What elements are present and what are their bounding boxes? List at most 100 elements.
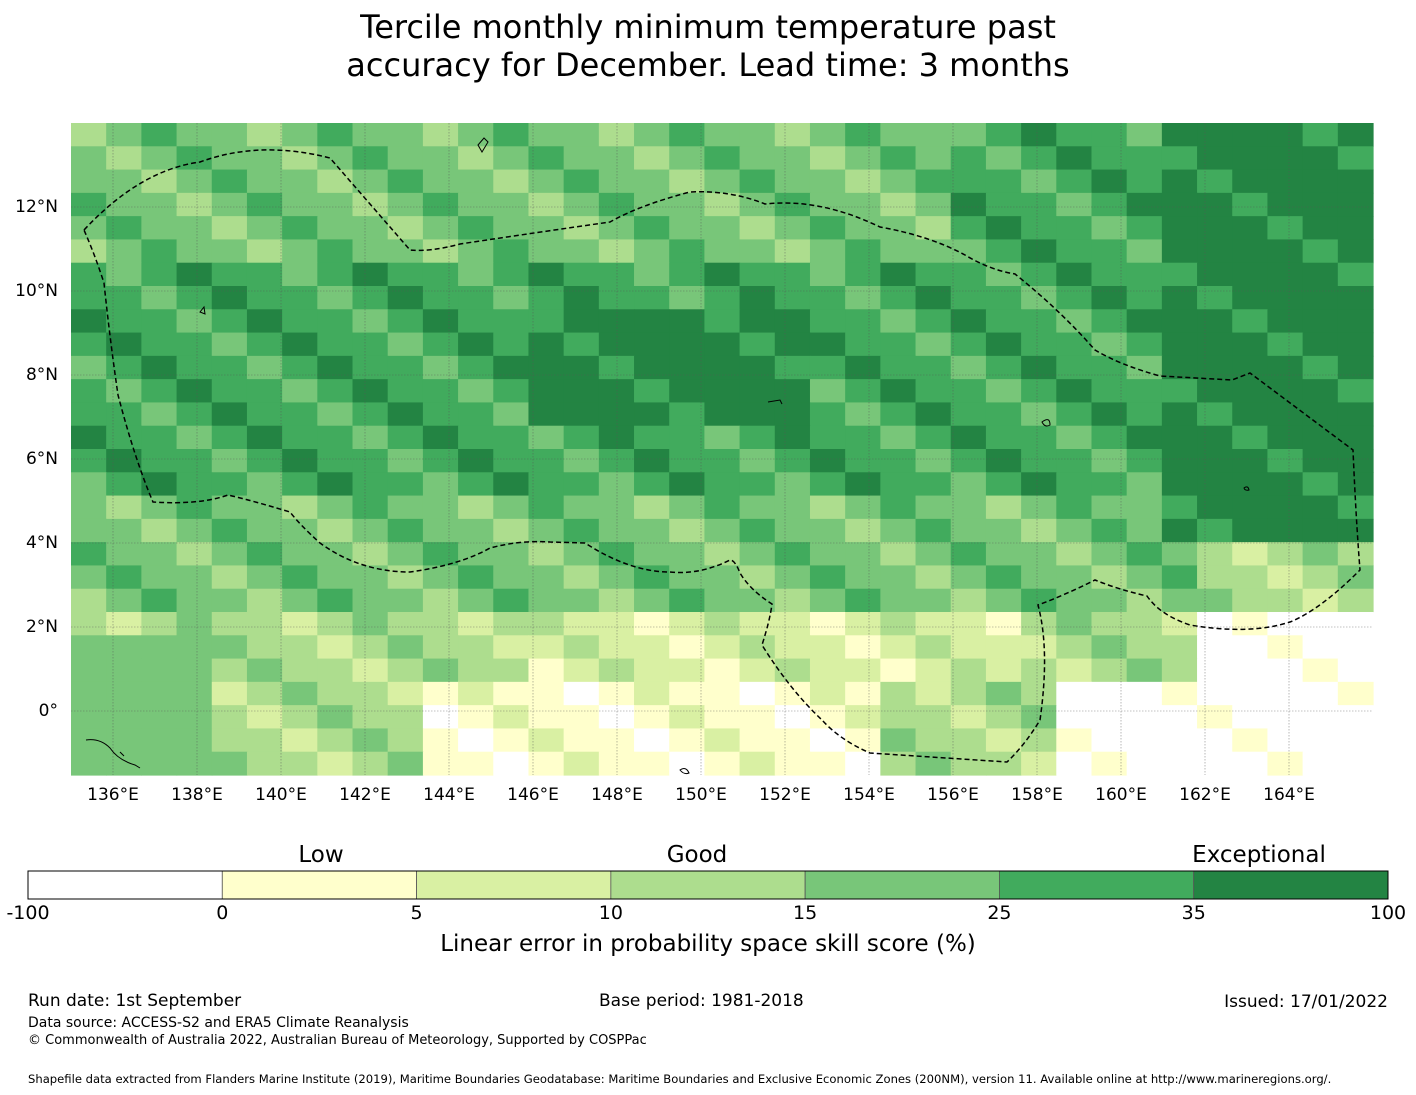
skill-cell	[1337, 332, 1374, 357]
skill-cell	[563, 309, 600, 334]
skill-cell	[176, 355, 213, 380]
island-outlines	[85, 137, 1250, 775]
skill-cell	[1197, 309, 1233, 334]
skill-cell	[528, 123, 565, 147]
skill-cell	[71, 542, 107, 567]
skill-cell	[1197, 169, 1233, 194]
skill-cell	[563, 239, 600, 264]
skill-cell	[493, 286, 530, 310]
y-tick-label: 10°N	[15, 281, 58, 301]
skill-cell	[950, 425, 987, 450]
skill-cell	[1056, 681, 1093, 706]
skill-cell	[1337, 146, 1374, 171]
skill-cell	[985, 123, 1022, 147]
skill-cell	[246, 355, 283, 380]
skill-cell	[352, 751, 389, 776]
skill-cell	[71, 216, 107, 241]
skill-cell	[880, 146, 917, 171]
skill-cell	[528, 612, 565, 636]
colorbar-swatch	[1193, 870, 1389, 900]
skill-cell	[774, 728, 811, 753]
skill-cell	[915, 518, 952, 543]
skill-cell	[1056, 588, 1093, 613]
skill-cell	[880, 239, 917, 264]
skill-cell	[422, 635, 459, 660]
skill-cell	[106, 518, 142, 543]
skill-cell	[739, 332, 776, 357]
skill-cell	[1302, 123, 1339, 147]
skill-cell	[774, 449, 811, 473]
skill-cell	[1337, 239, 1374, 264]
issued-date: Issued: 17/01/2022	[1224, 992, 1388, 1012]
skill-cell	[422, 681, 459, 706]
skill-cell	[1091, 612, 1128, 636]
skill-cell	[246, 542, 283, 567]
skill-cell	[845, 286, 881, 310]
skill-cell	[352, 216, 389, 241]
skill-grid-cells	[71, 123, 1374, 776]
island-guam	[477, 137, 489, 153]
skill-cell	[141, 751, 178, 776]
skill-cell	[493, 123, 530, 147]
skill-cell	[809, 286, 846, 310]
skill-cell	[352, 658, 389, 683]
skill-cell	[634, 518, 670, 543]
skill-cell	[1056, 379, 1093, 404]
skill-cell	[246, 123, 283, 147]
x-tick-label: 158°E	[1011, 785, 1063, 805]
skill-cell	[985, 169, 1022, 194]
skill-cell	[211, 588, 248, 613]
skill-cell	[71, 635, 107, 660]
skill-cell	[422, 751, 459, 776]
skill-cell	[774, 612, 811, 636]
skill-cell	[809, 681, 846, 706]
skill-cell	[1091, 542, 1128, 567]
skill-cell	[422, 262, 459, 287]
skill-cell	[809, 612, 846, 636]
skill-cell	[880, 705, 917, 730]
skill-cell	[1337, 518, 1374, 543]
chart-title-line-1: Tercile monthly minimum temperature past	[360, 8, 1056, 46]
skill-cell	[704, 495, 741, 520]
skill-cell	[774, 658, 811, 683]
skill-cell	[1091, 449, 1128, 473]
skill-cell	[950, 402, 987, 427]
skill-cell	[1337, 355, 1374, 380]
skill-cell	[1267, 612, 1304, 636]
colorbar-tick-label: 35	[1181, 902, 1206, 924]
skill-cell	[1232, 705, 1269, 730]
x-tick-label: 148°E	[591, 785, 643, 805]
skill-cell	[141, 192, 178, 217]
skill-cell	[774, 751, 811, 776]
skill-cell	[563, 518, 600, 543]
skill-cell	[246, 449, 283, 473]
x-tick-label: 140°E	[255, 785, 307, 805]
skill-cell	[563, 751, 600, 776]
skill-cell	[176, 169, 213, 194]
skill-cell	[1126, 286, 1163, 310]
skill-cell	[915, 449, 952, 473]
skill-cell	[739, 565, 776, 590]
skill-cell	[141, 262, 178, 287]
skill-cell	[1021, 542, 1057, 567]
skill-cell	[669, 402, 706, 427]
skill-cell	[246, 425, 283, 450]
skill-cell	[704, 612, 741, 636]
skill-cell	[1302, 542, 1339, 567]
skill-cell	[317, 169, 354, 194]
skill-cell	[71, 169, 107, 194]
skill-cell	[880, 379, 917, 404]
skill-cell	[704, 192, 741, 217]
skill-cell	[598, 169, 635, 194]
skill-cell	[774, 542, 811, 567]
skill-cell	[387, 146, 424, 171]
skill-cell	[317, 425, 354, 450]
skill-cell	[1021, 286, 1057, 310]
skill-cell	[1302, 612, 1339, 636]
skill-cell	[634, 425, 670, 450]
skill-cell	[563, 728, 600, 753]
skill-cell	[809, 169, 846, 194]
skill-cell	[71, 355, 107, 380]
skill-cell	[387, 192, 424, 217]
skill-cell	[458, 379, 494, 404]
